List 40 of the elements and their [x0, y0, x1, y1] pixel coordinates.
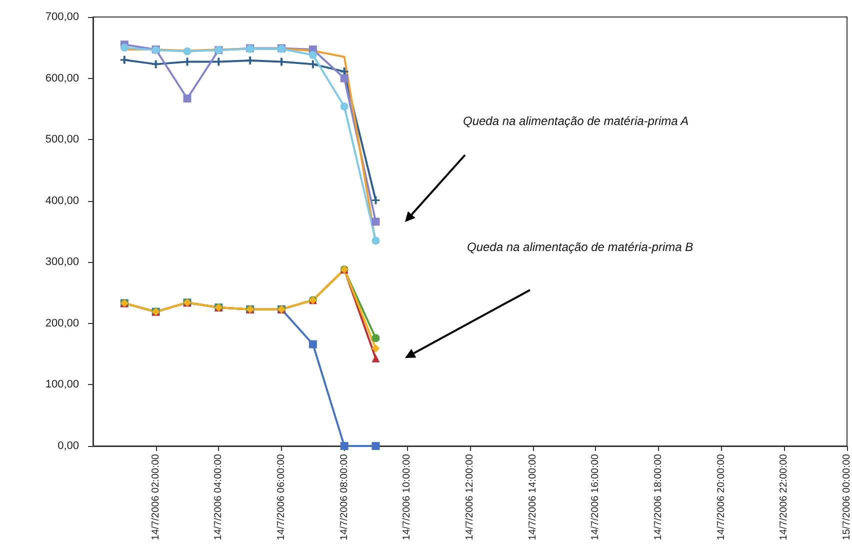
x-tick-label: 14/7/2006 08:00:00: [338, 454, 350, 540]
point: [308, 60, 317, 68]
annotation: Queda na alimentação de matéria-prima A: [463, 114, 689, 128]
x-tick-label: 14/7/2006 14:00:00: [527, 454, 538, 540]
x-tick-label: 14/7/2006 18:00:00: [653, 454, 664, 540]
point: [372, 236, 380, 245]
y-tick-label: 0,00: [58, 440, 79, 452]
x-tick-label: 14/7/2006 22:00:00: [778, 454, 790, 540]
x-tick-label: 14/7/2006 12:00:00: [464, 454, 476, 540]
y-tick-label: 500,00: [45, 134, 79, 146]
point: [340, 102, 348, 110]
point: [340, 442, 348, 450]
point: [372, 196, 380, 204]
point: [308, 51, 317, 59]
x-tick-label: 14/7/2006 04:00:00: [213, 454, 224, 540]
y-tick-label: 700,00: [45, 11, 79, 23]
y-tick-label: 200,00: [45, 317, 79, 330]
point: [308, 340, 317, 348]
point: [372, 344, 380, 353]
point: [120, 44, 128, 52]
x-tick-label: 14/7/2006 02:00:00: [150, 454, 162, 540]
y-tick-label: 400,00: [45, 194, 79, 207]
point: [120, 56, 128, 64]
y-tick-label: 300,00: [45, 256, 79, 268]
x-tick-label: 14/7/2006 10:00:00: [402, 454, 413, 540]
point: [183, 47, 192, 56]
x-tick-label: 14/7/2006 06:00:00: [276, 454, 287, 540]
point: [372, 442, 380, 450]
x-tick-label: 14/7/2006 16:00:00: [590, 454, 602, 540]
x-tick-label: 15/7/2006 00:00:00: [842, 454, 852, 540]
point: [372, 218, 380, 226]
annotation: Queda na alimentação de matéria-prima B: [467, 240, 694, 254]
y-tick-label: 600,00: [45, 72, 79, 84]
point: [183, 94, 192, 103]
point: [372, 334, 380, 342]
point: [340, 74, 348, 82]
point: [246, 56, 254, 65]
point: [152, 60, 160, 68]
y-tick-label: 100,00: [45, 378, 79, 391]
x-tick-label: 14/7/2006 20:00:00: [716, 454, 727, 540]
